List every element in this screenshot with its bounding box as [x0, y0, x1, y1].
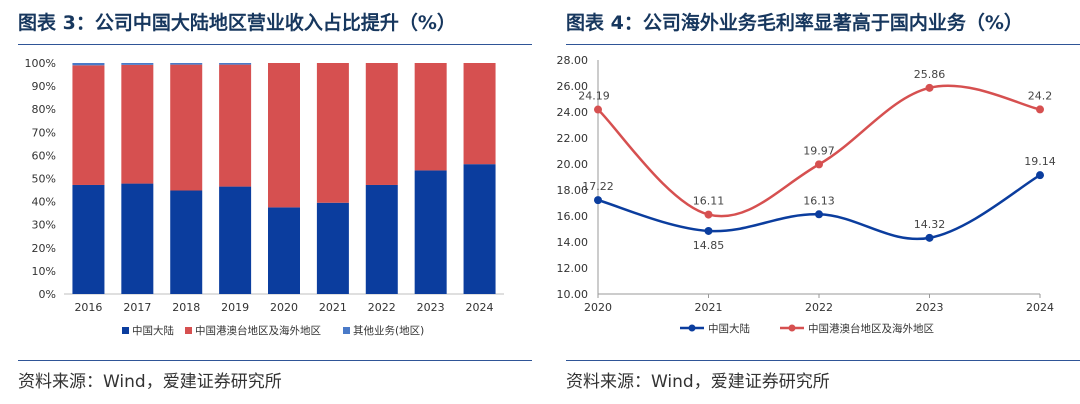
bar-segment — [170, 63, 203, 65]
bar-segment — [365, 63, 398, 185]
x-tick-label: 2020 — [270, 301, 298, 314]
data-label: 19.14 — [1024, 155, 1056, 168]
legend-label: 其他业务(地区) — [353, 324, 424, 337]
right-chart-panel: 图表 4：公司海外业务毛利率显著高于国内业务（%） 10.00 12.00 14.0… — [548, 0, 1080, 404]
x-tick-label: 2023 — [916, 301, 944, 314]
bar-segment — [316, 63, 349, 203]
bar-segment — [414, 63, 447, 171]
data-point — [594, 196, 602, 205]
bar-segment — [414, 170, 447, 294]
data-point — [925, 233, 934, 242]
data-point — [815, 160, 823, 169]
data-label: 24.19 — [578, 90, 610, 103]
data-label: 14.85 — [693, 239, 725, 252]
data-point — [704, 210, 713, 219]
bar-segment — [121, 183, 154, 294]
legend-label: 中国港澳台地区及海外地区 — [195, 324, 321, 337]
data-label: 24.2 — [1028, 89, 1053, 102]
y-tick-label: 14.00 — [557, 236, 589, 249]
data-point — [704, 226, 713, 235]
y-tick-label: 0% — [39, 288, 56, 301]
x-tick-label: 2021 — [695, 301, 723, 314]
bar-segment — [72, 65, 105, 185]
bar-segment — [268, 207, 300, 294]
data-label: 25.86 — [914, 68, 946, 81]
y-tick-label: 24.00 — [557, 106, 589, 119]
data-point — [1036, 105, 1044, 114]
bar-segment — [268, 63, 300, 208]
y-tick-label: 26.00 — [557, 80, 589, 93]
bar-segment — [219, 186, 252, 294]
left-chart-title: 图表 3：公司中国大陆地区营业收入占比提升（%） — [18, 12, 456, 34]
legend-marker — [688, 324, 696, 332]
right-source-divider — [566, 360, 1080, 361]
y-tick-label: 90% — [32, 80, 56, 93]
y-tick-label: 10.00 — [557, 288, 589, 301]
data-point — [594, 105, 602, 114]
legend-swatch — [122, 327, 129, 334]
bar-segment — [121, 63, 154, 65]
bar-segment — [170, 64, 203, 191]
left-title-divider — [18, 44, 532, 45]
y-tick-label: 16.00 — [557, 210, 589, 223]
stacked-bar-chart: 0% 10% 20% 30% 40% 50% 60% 70% 80% 90% 100% 2016 201… — [25, 57, 504, 337]
legend-marker — [788, 324, 796, 332]
bar-segment — [219, 63, 252, 65]
y-tick-label: 60% — [32, 149, 56, 162]
y-tick-label: 50% — [32, 173, 56, 186]
y-tick-label: 22.00 — [557, 132, 589, 145]
y-tick-label: 100% — [25, 57, 56, 70]
legend-label: 中国大陆 — [708, 322, 750, 335]
y-tick-label: 30% — [32, 219, 56, 232]
data-point — [1036, 171, 1044, 180]
y-tick-label: 18.00 — [557, 184, 589, 197]
y-tick-label: 20.00 — [557, 158, 589, 171]
left-source-note: 资料来源：Wind，爱建证券研究所 — [18, 372, 282, 392]
line-chart: 10.00 12.00 14.00 16.00 18.00 20.00 22.00 24.00… — [557, 54, 1056, 335]
bar-segment — [72, 184, 105, 294]
y-tick-label: 12.00 — [557, 262, 589, 275]
legend-label: 中国大陆 — [132, 324, 174, 337]
y-tick-label: 80% — [32, 103, 56, 116]
x-tick-label: 2022 — [805, 301, 833, 314]
left-source-divider — [18, 360, 532, 361]
y-tick-label: 28.00 — [557, 54, 589, 67]
data-label: 16.13 — [803, 194, 835, 207]
legend-swatch — [185, 327, 192, 334]
bar-segment — [121, 64, 154, 184]
left-chart-panel: 图表 3：公司中国大陆地区营业收入占比提升（%） 0% 10% 20% 30% 40% 5… — [0, 0, 532, 404]
x-tick-label: 2017 — [123, 301, 151, 314]
data-label: 14.32 — [914, 218, 946, 231]
x-tick-label: 2023 — [417, 301, 445, 314]
right-source-note: 资料来源：Wind，爱建证券研究所 — [566, 372, 830, 392]
legend-swatch — [343, 327, 350, 334]
bar-segment — [170, 190, 203, 294]
right-title-divider — [566, 44, 1080, 45]
x-tick-label: 2019 — [221, 301, 249, 314]
data-label: 16.11 — [693, 195, 725, 208]
data-point — [925, 83, 934, 92]
bar-segment — [219, 64, 252, 187]
bar-segment — [463, 63, 496, 165]
data-point — [815, 210, 823, 219]
x-tick-label: 2021 — [319, 301, 347, 314]
legend-label: 中国港澳台地区及海外地区 — [808, 322, 934, 335]
y-tick-label: 20% — [32, 242, 56, 255]
y-tick-label: 10% — [32, 265, 56, 278]
x-tick-label: 2018 — [172, 301, 200, 314]
right-chart-title: 图表 4：公司海外业务毛利率显著高于国内业务（%） — [566, 12, 1023, 34]
y-tick-label: 70% — [32, 126, 56, 139]
x-tick-label: 2020 — [584, 301, 612, 314]
data-label: 17.22 — [582, 180, 614, 193]
bar-segment — [365, 184, 398, 294]
x-tick-label: 2016 — [74, 301, 102, 314]
bar-segment — [72, 63, 105, 66]
y-tick-label: 40% — [32, 196, 56, 209]
bar-segment — [463, 164, 496, 294]
x-tick-label: 2024 — [1026, 301, 1054, 314]
x-tick-label: 2022 — [368, 301, 396, 314]
x-tick-label: 2024 — [466, 301, 494, 314]
bar-segment — [316, 202, 349, 294]
data-label: 19.97 — [803, 144, 835, 157]
